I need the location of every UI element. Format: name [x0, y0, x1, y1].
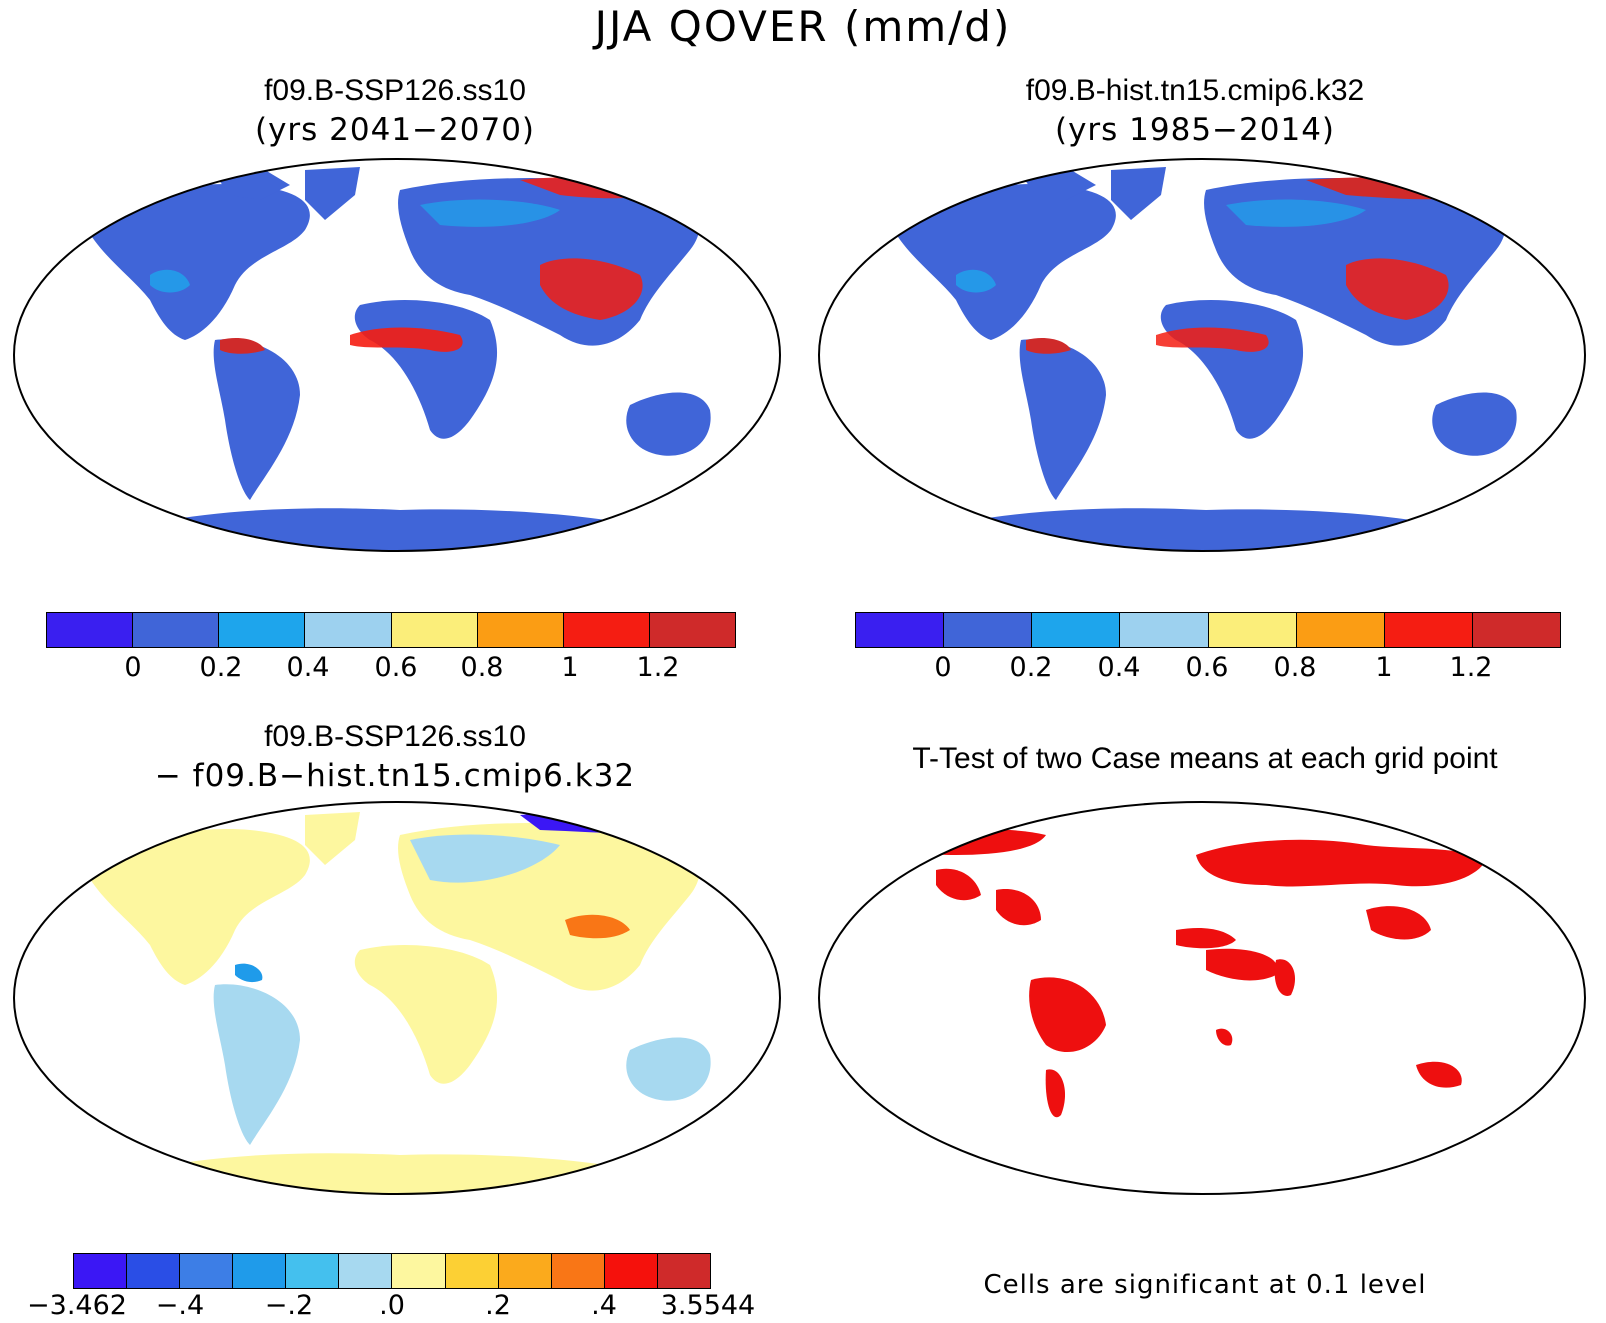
- panel-subtitle-future: (yrs 2041−2070): [254, 112, 536, 148]
- map-ttest-significance: [818, 801, 1586, 1195]
- color-swatch: [563, 613, 650, 647]
- land-fill-future: [85, 167, 711, 551]
- color-swatch: [498, 1254, 552, 1288]
- color-swatch: [392, 1254, 446, 1288]
- colorbar-difference: [73, 1253, 711, 1289]
- significant-cells: [906, 829, 1486, 1118]
- color-swatch: [233, 1254, 287, 1288]
- color-swatch: [286, 1254, 340, 1288]
- color-swatch: [649, 613, 735, 647]
- color-swatch: [604, 1254, 658, 1288]
- map-border: [818, 801, 1586, 1195]
- figure-title: JJA QOVER (mm/d): [594, 2, 1012, 51]
- panel-subtitle-historical: (yrs 1985−2014): [1054, 112, 1336, 148]
- map-future-qover: [13, 158, 781, 552]
- color-swatch: [1120, 613, 1209, 647]
- map-difference: [13, 801, 781, 1195]
- panel-title-future: f09.B-SSP126.ss10: [264, 74, 526, 107]
- color-swatch: [1472, 613, 1560, 647]
- color-swatch: [74, 1254, 128, 1288]
- panel-title-historical: f09.B-hist.tn15.cmip6.k32: [1025, 74, 1365, 107]
- color-swatch: [856, 613, 945, 647]
- tick-label: 0.2: [1009, 652, 1053, 683]
- color-swatch: [944, 613, 1033, 647]
- tick-label: 1: [1375, 652, 1393, 683]
- map-border: [13, 801, 781, 1195]
- tick-label: 0.6: [1185, 652, 1229, 683]
- color-swatch: [305, 613, 392, 647]
- color-swatch: [1032, 613, 1121, 647]
- color-swatch: [551, 1254, 605, 1288]
- tick-label: 3.5544: [660, 1290, 756, 1321]
- panel-title-ttest: T-Test of two Case means at each grid po…: [912, 742, 1498, 775]
- color-swatch: [133, 613, 220, 647]
- color-swatch: [657, 1254, 710, 1288]
- tick-label: .0: [379, 1290, 405, 1321]
- land-fill-difference: [85, 812, 711, 1194]
- color-swatch: [477, 613, 564, 647]
- tick-label: 0: [934, 652, 952, 683]
- color-swatch: [391, 613, 478, 647]
- tick-label: .4: [591, 1290, 617, 1321]
- tick-label: 1.2: [636, 652, 680, 683]
- color-swatch: [127, 1254, 181, 1288]
- tick-label: 0.8: [1273, 652, 1317, 683]
- map-border: [818, 158, 1586, 552]
- color-swatch: [445, 1254, 499, 1288]
- tick-label: 1.2: [1449, 652, 1493, 683]
- tick-label: 0.8: [460, 652, 504, 683]
- color-swatch: [180, 1254, 234, 1288]
- tick-label: 0.4: [286, 652, 330, 683]
- color-swatch: [1296, 613, 1385, 647]
- map-border: [13, 158, 781, 552]
- color-swatch: [47, 613, 134, 647]
- significance-note: Cells are significant at 0.1 level: [983, 1270, 1427, 1300]
- tick-label: 0: [124, 652, 142, 683]
- color-swatch: [339, 1254, 393, 1288]
- colorbar-abs-right: [855, 612, 1561, 648]
- tick-label: 0.6: [374, 652, 418, 683]
- tick-label: −.4: [155, 1290, 205, 1321]
- land-fill-historical: [891, 167, 1517, 551]
- tick-label: −.2: [264, 1290, 314, 1321]
- tick-label: 0.4: [1097, 652, 1141, 683]
- panel-title-difference: f09.B-SSP126.ss10: [264, 720, 526, 753]
- tick-label: .2: [485, 1290, 511, 1321]
- tick-label: −3.462: [27, 1290, 127, 1321]
- colorbar-abs-left: [46, 612, 736, 648]
- tick-label: 1: [561, 652, 579, 683]
- tick-label: 0.2: [199, 652, 243, 683]
- map-historical-qover: [818, 158, 1586, 552]
- panel-subtitle-difference: − f09.B−hist.tn15.cmip6.k32: [154, 758, 636, 794]
- colorbar-abs-right-ticks: 0 0.2 0.4 0.6 0.8 1 1.2: [806, 652, 1606, 688]
- colorbar-difference-ticks: −3.462 −.4 −.2 .0 .2 .4 3.5544: [0, 1290, 800, 1323]
- color-swatch: [1384, 613, 1473, 647]
- color-swatch: [1208, 613, 1297, 647]
- color-swatch: [219, 613, 306, 647]
- colorbar-abs-left-ticks: 0 0.2 0.4 0.6 0.8 1 1.2: [0, 652, 800, 688]
